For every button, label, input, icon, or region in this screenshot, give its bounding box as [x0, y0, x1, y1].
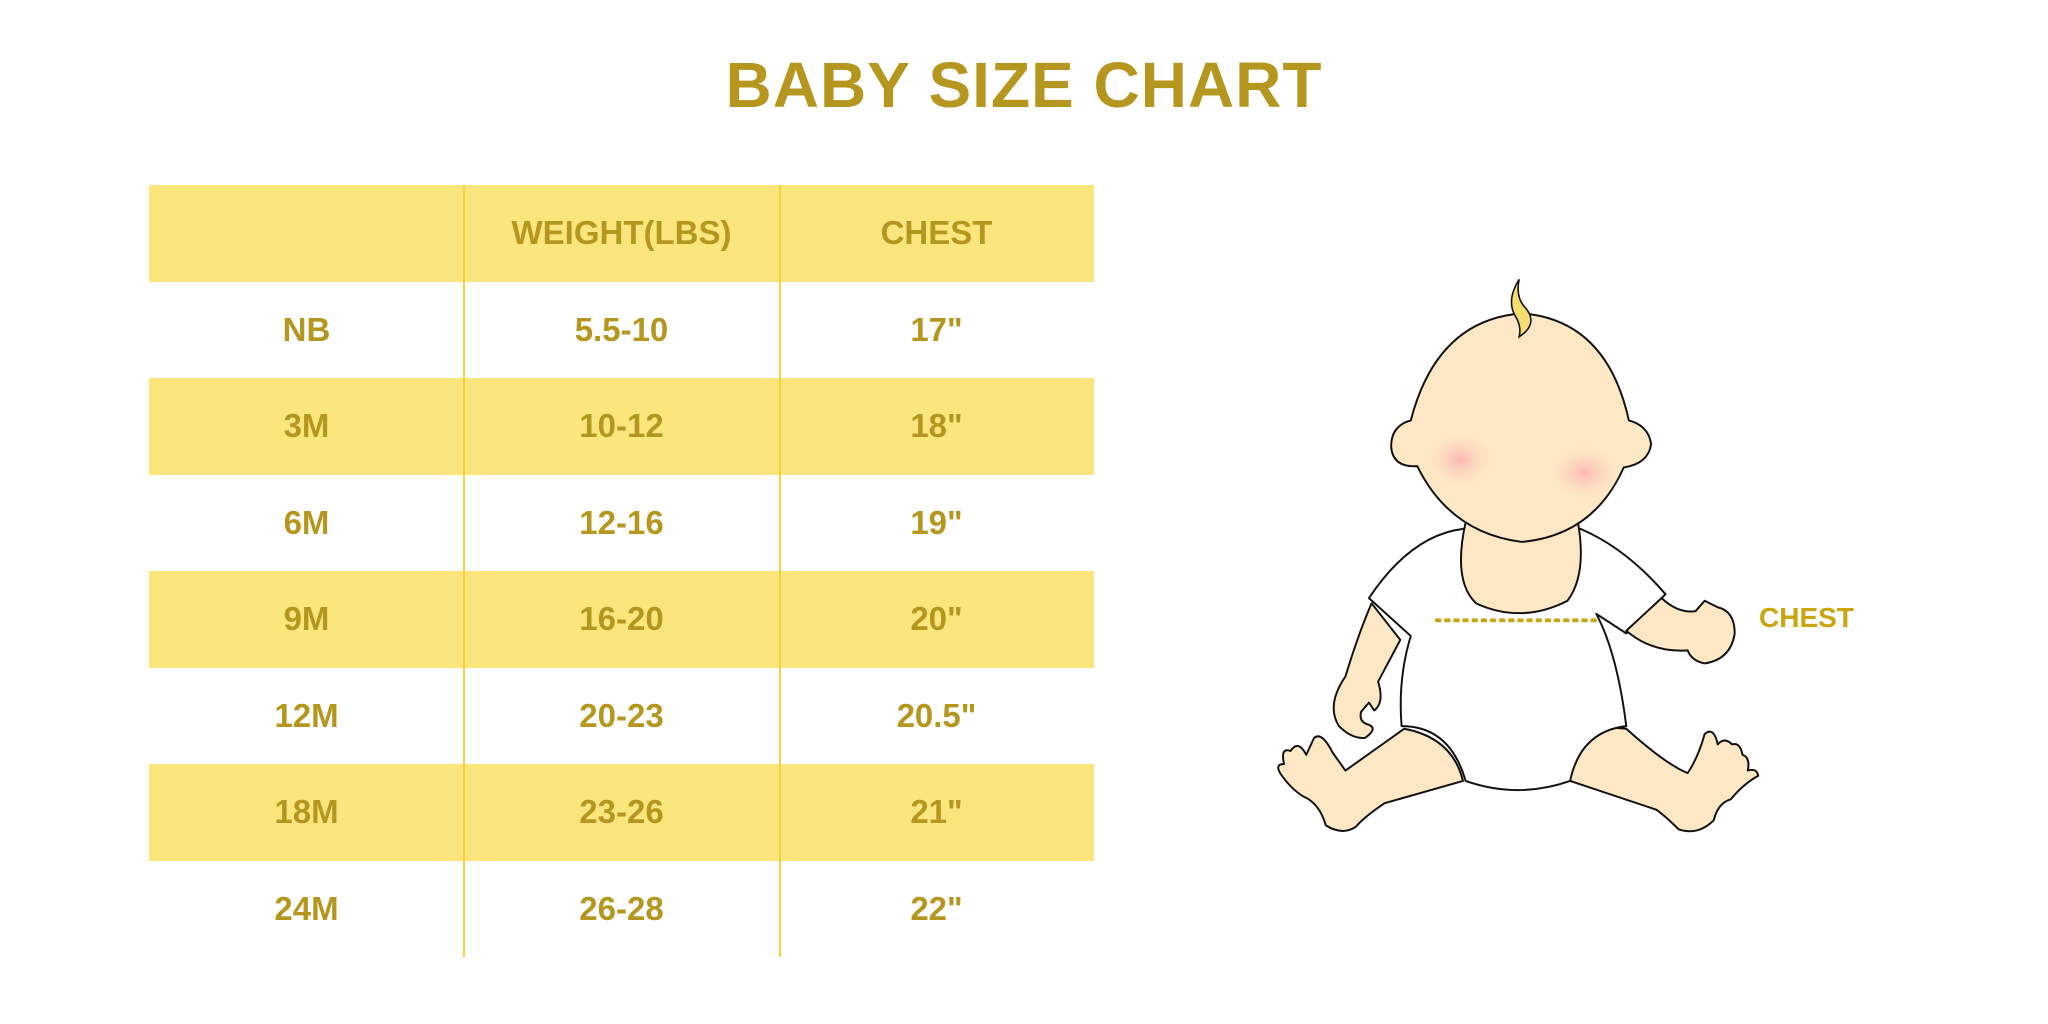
header-size [149, 185, 464, 282]
chest-label: CHEST [1759, 602, 1854, 633]
left-cheek-blush [1423, 430, 1497, 489]
weight-cell: 26-28 [579, 889, 664, 927]
chest-cell: 22" [910, 889, 963, 927]
chest-cell: 19" [910, 503, 963, 541]
chest-cell: 17" [910, 310, 963, 348]
weight-cell: 20-23 [579, 696, 664, 734]
onesie [1367, 527, 1667, 792]
table-row: 24M 26-28 22" [149, 861, 1094, 958]
table-row: NB 5.5-10 17" [149, 282, 1094, 379]
table-header-row: WEIGHT(LBS) CHEST [149, 185, 1094, 282]
size-cell: 3M [283, 407, 330, 445]
right-cheek-blush [1547, 443, 1622, 502]
size-cell: 9M [283, 600, 330, 638]
weight-cell: 5.5-10 [574, 310, 669, 348]
chest-cell: 18" [910, 407, 963, 445]
table-row: 6M 12-16 19" [149, 475, 1094, 572]
size-table: WEIGHT(LBS) CHEST NB 5.5-10 17" 3M 10-12… [149, 185, 1094, 957]
size-cell: 6M [283, 503, 330, 541]
weight-cell: 16-20 [579, 600, 664, 638]
size-cell: 18M [274, 793, 339, 831]
table-row: 12M 20-23 20.5" [149, 668, 1094, 765]
page-title: BABY SIZE CHART [725, 49, 1323, 121]
column-divider [779, 185, 781, 957]
hair-curl [1510, 278, 1532, 339]
table-row: 3M 10-12 18" [149, 378, 1094, 475]
chest-cell: 20.5" [896, 696, 977, 734]
header-weight: WEIGHT(LBS) [511, 214, 732, 252]
chest-cell: 20" [910, 600, 963, 638]
weight-cell: 10-12 [579, 407, 664, 445]
chest-cell: 21" [910, 793, 963, 831]
size-cell: 24M [274, 889, 339, 927]
column-divider [463, 185, 465, 957]
head [1390, 312, 1653, 543]
left-foot [1277, 727, 1464, 832]
left-arm [1332, 602, 1402, 739]
neck [1460, 521, 1582, 615]
size-cell: 12M [274, 696, 339, 734]
weight-cell: 12-16 [579, 503, 664, 541]
baby-illustration [1277, 278, 1760, 833]
header-chest: CHEST [880, 214, 993, 252]
size-cell: NB [282, 310, 331, 348]
weight-cell: 23-26 [579, 793, 664, 831]
table-row: 18M 23-26 21" [149, 764, 1094, 861]
right-foot [1569, 723, 1760, 833]
table-row: 9M 16-20 20" [149, 571, 1094, 668]
right-arm [1625, 597, 1736, 665]
